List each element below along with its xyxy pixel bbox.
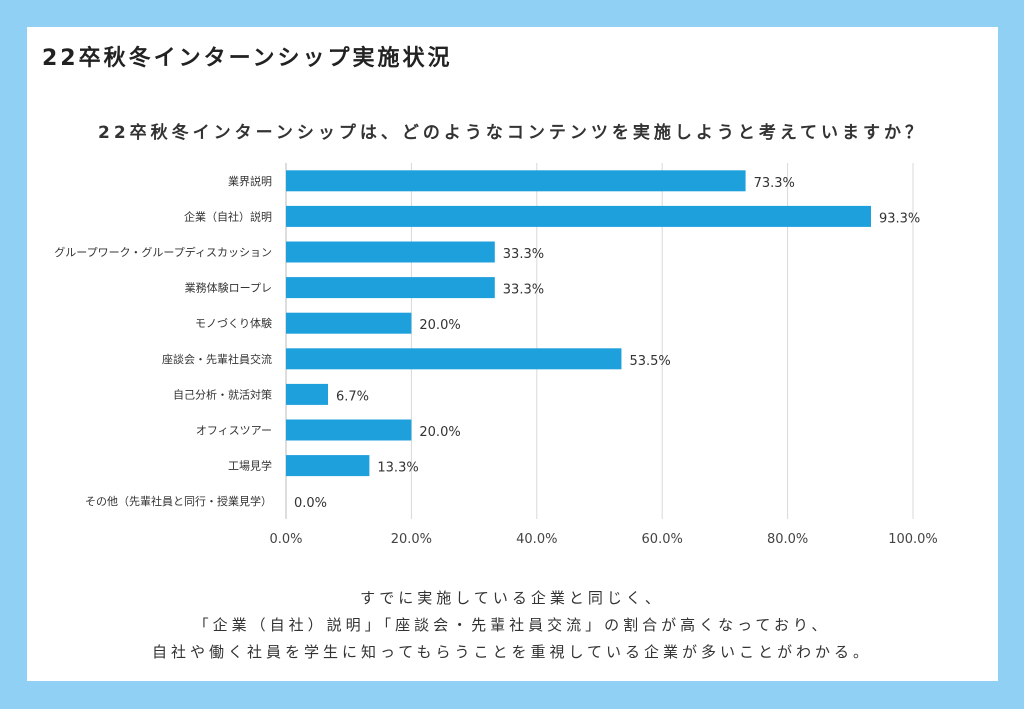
category-label: 業務体験ロープレ <box>185 281 272 295</box>
category-label: 企業（自社）説明 <box>184 209 272 223</box>
bar <box>286 241 495 263</box>
bar <box>286 348 622 370</box>
x-tick-label: 40.0% <box>516 532 557 547</box>
caption-line-2: 「企業（自社）説明」「座談会・先輩社員交流」の割合が高くなっており、 <box>193 616 831 634</box>
data-label: 33.3% <box>503 283 544 298</box>
category-label: モノづくり体験 <box>195 316 272 330</box>
data-label: 20.0% <box>419 425 460 440</box>
category-label: 業界説明 <box>228 174 272 188</box>
caption-line-3: 自社や働く社員を学生に知ってもらうことを重視している企業が多いことがわかる。 <box>151 643 873 661</box>
x-tick-label: 60.0% <box>642 532 683 547</box>
x-tick-label: 80.0% <box>767 532 808 547</box>
data-label: 33.3% <box>503 247 544 262</box>
category-label: 自己分析・就活対策 <box>173 387 272 401</box>
bar <box>286 277 495 299</box>
caption: すでに実施している企業と同じく、 「企業（自社）説明」「座談会・先輩社員交流」の… <box>0 585 1024 666</box>
category-label: その他（先輩社員と同行・授業見学） <box>85 494 272 508</box>
bar <box>286 383 329 405</box>
page-title: 22卒秋冬インターンシップ実施状況 <box>42 46 453 71</box>
bar <box>286 205 871 227</box>
category-label: グループワーク・グループディスカッション <box>54 245 272 259</box>
chart-title: 22卒秋冬インターンシップは、どのようなコンテンツを実施しようと考えていますか？ <box>98 123 926 143</box>
data-label: 73.3% <box>754 176 795 191</box>
data-label: 93.3% <box>879 211 920 226</box>
data-label: 53.5% <box>629 354 670 369</box>
caption-line-1: すでに実施している企業と同じく、 <box>360 589 664 607</box>
category-label: 工場見学 <box>228 459 272 473</box>
bar <box>286 170 746 192</box>
bar <box>286 312 412 334</box>
x-tick-label: 20.0% <box>391 532 432 547</box>
data-label: 20.0% <box>419 318 460 333</box>
bar <box>286 455 370 477</box>
category-label: 座談会・先輩社員交流 <box>162 352 272 366</box>
bar <box>286 419 412 441</box>
data-label: 6.7% <box>336 389 369 404</box>
data-label: 13.3% <box>377 461 418 476</box>
category-label: オフィスツアー <box>196 424 272 437</box>
x-tick-label: 100.0% <box>888 532 938 547</box>
x-tick-label: 0.0% <box>269 532 302 547</box>
data-label: 0.0% <box>294 496 327 511</box>
